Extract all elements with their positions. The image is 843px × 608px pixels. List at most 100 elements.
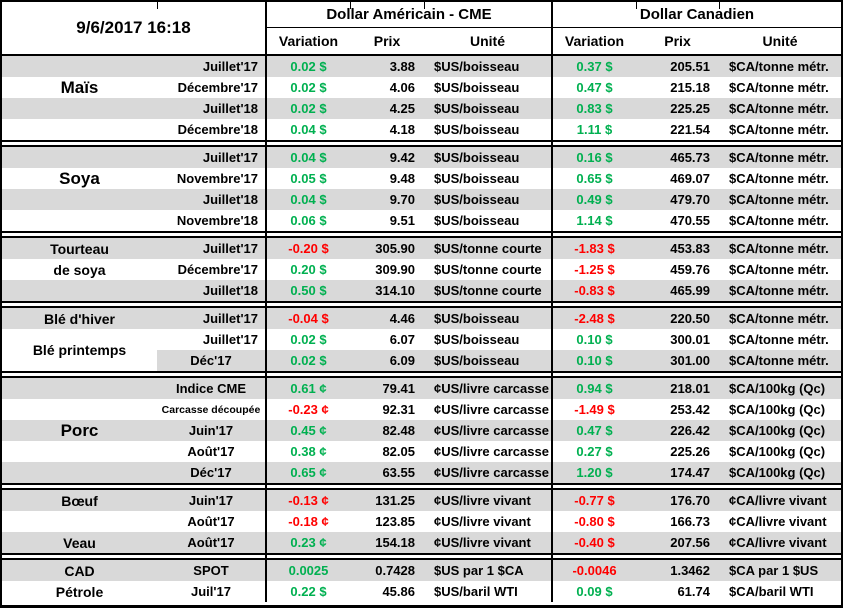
ca-price-value: 225.25 [636, 98, 719, 119]
us-unit-label: ¢US/livre vivant [424, 511, 553, 532]
us-price-value: 9.42 [350, 147, 424, 168]
us-unit-label: $US/tonne courte [424, 280, 553, 301]
us-variation-value: 0.04 $ [267, 147, 350, 168]
us-price-value: 309.90 [350, 259, 424, 280]
us-unit-label: ¢US/livre vivant [424, 490, 553, 511]
commodity-cell: de soya [2, 259, 157, 280]
ca-price-value: 226.42 [636, 420, 719, 441]
commodity-cell: Porc [2, 420, 157, 441]
us-price-value: 305.90 [350, 238, 424, 259]
ca-price-column-header: Prix [664, 33, 691, 49]
column-tick [636, 2, 637, 9]
table-row: Août'17 0.38 ¢ 82.05 ¢US/livre carcasse 0.27… [2, 441, 841, 462]
ca-variation-value: 0.10 $ [553, 329, 636, 350]
ca-variation-value: -0.0046 [553, 560, 636, 581]
ca-variation-value: 0.09 $ [553, 581, 636, 602]
us-price-value: 131.25 [350, 490, 424, 511]
ca-price-value: 459.76 [636, 259, 719, 280]
ca-unit-label: $CA/100kg (Qc) [719, 462, 841, 483]
us-unit-label: $US/boisseau [424, 308, 553, 329]
us-variation-column-header: Variation [278, 33, 339, 49]
separator-segment [553, 303, 841, 306]
commodity-cell [2, 399, 157, 420]
us-variation-value: 0.0025 [267, 560, 350, 581]
ca-variation-value: 0.27 $ [553, 441, 636, 462]
table-row: de soya Décembre'17 0.20 $309.90 $US/tonne … [2, 259, 841, 280]
month-cell: Juillet'18 [157, 189, 267, 210]
commodity-cell [2, 210, 157, 231]
us-price-value: 9.48 [350, 168, 424, 189]
commodity-cell: Veau [2, 532, 157, 553]
commodity-label: Blé printemps [32, 342, 127, 358]
ca-dollar-group-header: Dollar Canadien [553, 2, 841, 28]
month-cell: Août'17 [157, 511, 267, 532]
commodity-cell [2, 98, 157, 119]
month-cell: Décembre'17 [157, 77, 267, 98]
us-variation-value: 0.04 $ [267, 119, 350, 140]
us-variation-value: 0.06 $ [267, 210, 350, 231]
ca-unit-label: $CA/tonne métr. [719, 350, 841, 371]
table-row: Pétrole Juil'17 0.22 $45.86 $US/baril WTI 0.… [2, 581, 841, 602]
ca-variation-value: -1.25 $ [553, 259, 636, 280]
us-unit-label: $US par 1 $CA [424, 560, 553, 581]
column-tick [350, 2, 351, 9]
ca-price-value: 174.47 [636, 462, 719, 483]
ca-price-value: 465.73 [636, 147, 719, 168]
table-row: Porc Juin'17 0.45 ¢ 82.48 ¢US/livre carcasse… [2, 420, 841, 441]
section-separator [2, 553, 841, 560]
month-cell: Juillet'17 [157, 56, 267, 77]
commodity-label: Veau [63, 534, 96, 551]
month-cell: Juillet'17 [157, 147, 267, 168]
month-cell: Juil'17 [157, 581, 267, 602]
ca-unit-label: $CA/tonne métr. [719, 98, 841, 119]
month-cell: Juillet'18 [157, 98, 267, 119]
us-variation-value: 0.23 ¢ [267, 532, 350, 553]
table-row: Novembre'18 0.06 $9.51 $US/boisseau 1.14 $4… [2, 210, 841, 231]
commodity-label: de soya [53, 261, 106, 278]
commodity-cell: Pétrole [2, 581, 157, 602]
us-unit-label: ¢US/livre carcasse [424, 378, 553, 399]
us-dollar-group-header: Dollar Américain - CME [267, 2, 553, 28]
ca-unit-label: ¢CA/livre vivant [719, 490, 841, 511]
ca-variation-value: 0.65 $ [553, 168, 636, 189]
separator-segment [2, 373, 267, 376]
table-row: Blé d'hiver Juillet'17 -0.04 $4.46 $US/bois… [2, 308, 841, 329]
commodity-label: Pétrole [55, 583, 104, 600]
us-unit-label: $US/boisseau [424, 147, 553, 168]
commodity-cell: Maïs [2, 77, 157, 98]
month-cell: Juillet'17 [157, 329, 267, 350]
separator-segment [2, 485, 267, 488]
month-cell: Déc'17 [157, 462, 267, 483]
us-price-value: 63.55 [350, 462, 424, 483]
us-variation-value: -0.20 $ [267, 238, 350, 259]
table-row: Juillet'18 0.02 $4.25 $US/boisseau 0.83 $22… [2, 98, 841, 119]
section-boeuf-veau: Bœuf Juin'17 -0.13 ¢ 131.25 ¢US/livre vivant… [2, 490, 841, 553]
table-row: Juillet'17 0.02 $3.88 $US/boisseau 0.37 $20… [2, 56, 841, 77]
us-price-value: 6.07 [350, 329, 424, 350]
ca-variation-value: -0.40 $ [553, 532, 636, 553]
ca-unit-column-header: Unité [762, 33, 798, 49]
month-cell: Août'17 [157, 532, 267, 553]
ca-unit-label: ¢CA/livre vivant [719, 532, 841, 553]
ca-price-value: 221.54 [636, 119, 719, 140]
column-tick [719, 2, 720, 9]
us-price-value: 6.09 [350, 350, 424, 371]
us-variation-value: 0.02 $ [267, 98, 350, 119]
ca-variation-column-header: Variation [564, 33, 625, 49]
ca-variation-value: 1.20 $ [553, 462, 636, 483]
ca-price-value: 218.01 [636, 378, 719, 399]
us-price-value: 4.25 [350, 98, 424, 119]
month-cell: Carcasse découpée [157, 399, 267, 420]
us-price-value: 4.46 [350, 308, 424, 329]
separator-segment [2, 233, 267, 236]
ca-variation-value: -1.49 $ [553, 399, 636, 420]
us-unit-label: $US/tonne courte [424, 238, 553, 259]
commodity-cell [2, 119, 157, 140]
us-variation-value: -0.18 ¢ [267, 511, 350, 532]
separator-segment [2, 555, 267, 558]
separator-segment [267, 373, 553, 376]
month-cell: SPOT [157, 560, 267, 581]
commodity-cell [2, 462, 157, 483]
ca-variation-value: 0.16 $ [553, 147, 636, 168]
